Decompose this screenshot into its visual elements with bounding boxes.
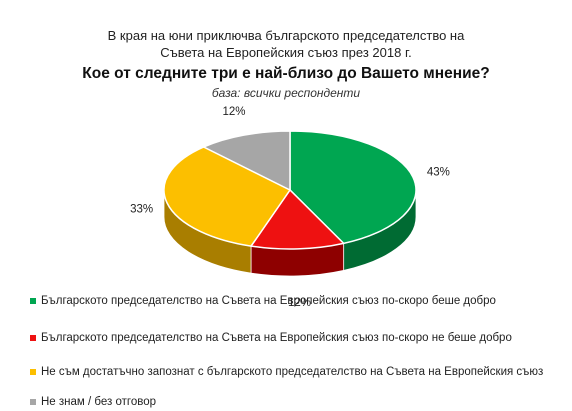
legend-label-not-familiar: Не съм достатъчно запознат с българското… — [41, 366, 544, 378]
legend-item-not-good: Българското председателство на Съвета на… — [30, 331, 551, 345]
header-line-2: Съвета на Европейския съюз през 2018 г. — [160, 45, 412, 60]
pie-slice-not-familiar — [163, 146, 291, 247]
pie-data-labels: 43% 12% 33% 12% — [130, 106, 450, 309]
pie-label-not-good: 12% — [288, 297, 311, 309]
legend-item-good: Българското председателство на Съвета на… — [30, 294, 551, 308]
legend-swatch-good — [30, 298, 36, 304]
pie-slice-dont-know — [202, 130, 291, 191]
chart-header: В края на юни приключва българското пред… — [0, 27, 572, 101]
legend-label-not-good: Българското председателство на Съвета на… — [41, 332, 512, 344]
legend-label-dont-know: Не знам / без отговор — [41, 396, 156, 408]
pie-slice-good — [289, 130, 417, 245]
pie-slices — [163, 130, 417, 250]
legend-swatch-dont-know — [30, 399, 36, 405]
pie-label-good: 43% — [427, 166, 450, 178]
legend-item-dont-know: Не знам / без отговор — [30, 395, 551, 409]
legend-label-good: Българското председателство на Съвета на… — [41, 295, 496, 307]
pie-slice-not-good — [250, 189, 345, 250]
legend-swatch-not-good — [30, 335, 36, 341]
legend-swatch-not-familiar — [30, 369, 36, 375]
chart-subtitle: база: всички респонденти — [211, 86, 361, 100]
pie-label-not-familiar: 33% — [130, 204, 153, 216]
pie-label-dont-know: 12% — [223, 106, 246, 118]
legend-item-not-familiar: Не съм достатъчно запознат с българското… — [30, 365, 551, 379]
chart-title: Кое от следните три е най-близо до Вашет… — [82, 65, 490, 82]
header-line-1: В края на юни приключва българското пред… — [107, 28, 465, 43]
